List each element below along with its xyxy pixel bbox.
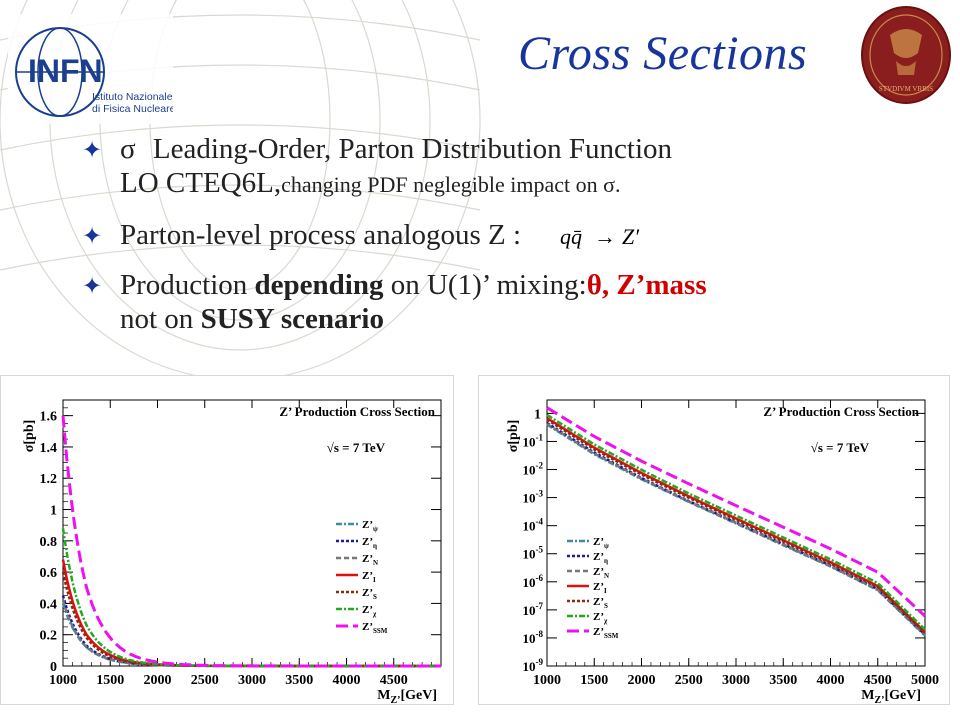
y-tick-label: 1.6 bbox=[40, 410, 58, 425]
y-tick-label: 10-6 bbox=[523, 573, 544, 590]
infn-logo-sub2: di Fisica Nucleare bbox=[92, 103, 173, 115]
legend-label: Z’χ bbox=[362, 604, 377, 618]
process-formula: qq̄ → Z′ bbox=[560, 224, 640, 249]
four-point-star-icon: ✦ bbox=[82, 138, 103, 164]
bullet-bold: depending bbox=[254, 269, 384, 301]
x-axis-label: MZ’[GeV] bbox=[377, 688, 437, 704]
bullet-text: not on bbox=[120, 303, 201, 335]
four-point-star-icon: ✦ bbox=[82, 224, 103, 250]
x-tick-label: 3500 bbox=[285, 673, 313, 688]
chart-annotation: √s = 7 TeV bbox=[327, 440, 386, 455]
chart-title: Z’ Production Cross Section bbox=[763, 404, 919, 419]
four-point-star-icon: ✦ bbox=[82, 274, 103, 300]
legend-label: Z’S bbox=[593, 596, 608, 610]
legend-label: Z’I bbox=[593, 581, 607, 595]
series-line bbox=[546, 422, 926, 637]
y-tick-label: 1 bbox=[50, 504, 57, 519]
bullet-text: on U(1)’ mixing: bbox=[383, 269, 587, 301]
x-tick-label: 2000 bbox=[144, 673, 172, 688]
series-line bbox=[546, 413, 926, 631]
formula-lhs: qq̄ bbox=[560, 224, 582, 249]
y-tick-label: 0.2 bbox=[40, 629, 58, 644]
bullet-text: LO CTEQ6L, bbox=[120, 167, 282, 199]
bullet-item: ✦ Production depending on U(1)’ mixing:θ… bbox=[82, 268, 882, 336]
formula-arrow: → bbox=[594, 224, 616, 249]
y-axis-label: σ[pb] bbox=[22, 420, 37, 453]
y-tick-label: 10-2 bbox=[523, 461, 544, 478]
bullet-list: ✦ σ Leading-Order, Parton Distribution F… bbox=[82, 132, 882, 352]
x-tick-label: 4000 bbox=[817, 673, 845, 688]
x-tick-label: 2500 bbox=[191, 673, 219, 688]
infn-logo-sub1: Istituto Nazionale bbox=[92, 91, 173, 103]
legend-label: Z’χ bbox=[593, 611, 608, 625]
bullet-text: Leading-Order, Parton Distribution Funct… bbox=[152, 133, 673, 165]
chart-annotation: √s = 7 TeV bbox=[811, 440, 870, 455]
infn-logo-name: INFN bbox=[28, 53, 103, 89]
x-tick-label: 3500 bbox=[769, 673, 797, 688]
legend-label: Z’ψ bbox=[362, 519, 378, 533]
bullet-text-small: changing PDF neglegible impact on σ. bbox=[281, 172, 621, 197]
legend-label: Z’S bbox=[362, 587, 377, 601]
y-tick-label: 10-4 bbox=[523, 517, 544, 534]
y-tick-label: 10-3 bbox=[523, 489, 544, 506]
cross-section-log-chart: 1000 1500 2000 2500 3000 3500 4000 4500 5000 1 10-… bbox=[478, 375, 950, 705]
legend-label: Z’N bbox=[362, 553, 378, 567]
bullet-highlight: θ, Z’mass bbox=[586, 269, 707, 301]
legend-label: Z’η bbox=[593, 551, 608, 565]
series-line bbox=[61, 415, 441, 668]
chart-svg: 1000 1500 2000 2500 3000 3500 4000 4500 5000 1 10-… bbox=[506, 399, 939, 704]
x-tick-label: 2000 bbox=[628, 673, 656, 688]
y-tick-label: 0.6 bbox=[40, 566, 58, 581]
x-tick-label: 3000 bbox=[238, 673, 266, 688]
x-tick-label: 2500 bbox=[675, 673, 703, 688]
x-tick-label: 5000 bbox=[911, 673, 939, 688]
y-tick-label: 0.8 bbox=[40, 535, 58, 550]
y-tick-label: 0 bbox=[50, 660, 57, 675]
y-tick-label: 10-5 bbox=[523, 545, 544, 562]
bullet-text: Parton-level process analogous Z : bbox=[120, 219, 522, 251]
bullet-sigma: σ bbox=[120, 133, 136, 165]
formula-rhs: Z′ bbox=[622, 224, 640, 249]
y-tick-label: 0.4 bbox=[40, 597, 58, 612]
legend-label: Z’SSM bbox=[593, 626, 619, 640]
y-tick-label: 10-7 bbox=[523, 601, 544, 618]
y-axis-label: σ[pb] bbox=[506, 420, 521, 453]
x-tick-label: 4500 bbox=[380, 673, 408, 688]
x-tick-label: 3000 bbox=[722, 673, 750, 688]
bullet-item: ✦ Parton-level process analogous Z : qq̄… bbox=[82, 218, 882, 252]
x-tick-label: 1500 bbox=[580, 673, 608, 688]
y-tick-label: 1.2 bbox=[40, 472, 58, 487]
y-tick-label: 10-9 bbox=[523, 657, 544, 674]
cross-section-linear-chart: 1000 1500 2000 2500 3000 3500 4000 4500 0 0.2 0.4 0… bbox=[0, 375, 454, 705]
university-seal-logo: STVDIVM VRBIS bbox=[860, 5, 952, 105]
slide-title: Cross Sections bbox=[518, 27, 808, 80]
chart-svg: 1000 1500 2000 2500 3000 3500 4000 4500 0 0.2 0.4 0… bbox=[22, 399, 442, 704]
bullet-item: ✦ σ Leading-Order, Parton Distribution F… bbox=[82, 132, 882, 202]
seal-text: STVDIVM VRBIS bbox=[879, 85, 933, 93]
series-line bbox=[546, 406, 927, 618]
x-tick-label: 1500 bbox=[96, 673, 124, 688]
y-tick-label: 10-1 bbox=[523, 432, 544, 449]
chart-title: Z’ Production Cross Section bbox=[279, 404, 435, 419]
bullet-text: Production bbox=[120, 269, 255, 301]
y-tick-label: 1 bbox=[534, 407, 541, 422]
legend-label: Z’ψ bbox=[593, 536, 609, 550]
legend-label: Z’η bbox=[362, 536, 377, 550]
series-line bbox=[546, 417, 926, 634]
x-tick-label: 4000 bbox=[333, 673, 361, 688]
legend-label: Z’N bbox=[593, 566, 609, 580]
legend-label: Z’I bbox=[362, 570, 376, 584]
y-tick-label: 1.4 bbox=[40, 441, 58, 456]
x-axis-label: MZ’[GeV] bbox=[861, 688, 921, 704]
bullet-bold: SUSY scenario bbox=[200, 303, 384, 335]
infn-logo: INFN Istituto Nazionale di Fisica Nuclea… bbox=[8, 14, 176, 124]
x-tick-label: 1000 bbox=[533, 673, 561, 688]
legend-label: Z’SSM bbox=[362, 621, 388, 635]
x-tick-label: 1000 bbox=[49, 673, 77, 688]
y-tick-label: 10-8 bbox=[523, 629, 544, 646]
x-tick-label: 4500 bbox=[864, 673, 892, 688]
